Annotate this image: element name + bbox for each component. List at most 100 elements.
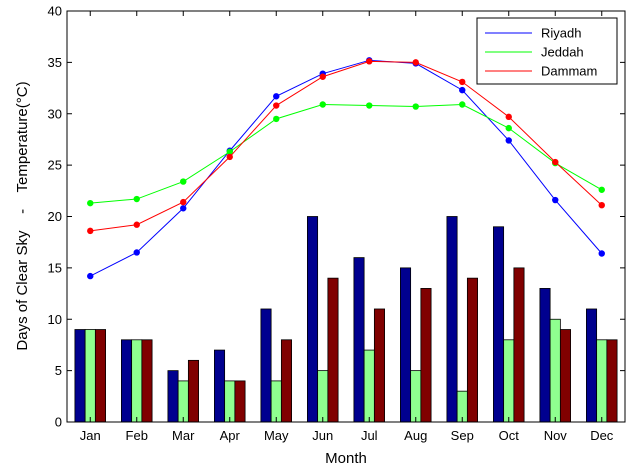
x-tick-label-apr: Apr	[220, 428, 241, 443]
point-jeddah-oct	[505, 124, 512, 132]
bar-s1-jan	[74, 329, 86, 423]
bar-s2-jul	[363, 349, 375, 423]
x-axis: Jan Feb Mar Apr May Jun Jul Aug Sep Oct Nov Dec	[80, 11, 614, 443]
bar-s2-jan	[84, 329, 96, 423]
bar-s1-feb	[121, 339, 133, 423]
point-riyadh-sep	[459, 86, 466, 94]
bar-s3-jul	[373, 308, 385, 423]
point-jeddah-aug	[412, 103, 419, 110]
bar-s3-feb	[141, 339, 153, 423]
point-jeddah-jul	[366, 102, 373, 109]
bar-s2-aug	[410, 370, 422, 423]
point-jeddah-jun	[319, 101, 326, 108]
legend: Riyadh Jeddah Dammam	[476, 17, 618, 85]
bar-s2-apr	[224, 380, 236, 423]
bar-s2-jun	[317, 370, 329, 423]
bar-s2-oct	[503, 339, 515, 423]
y-tick-label-15: 15	[48, 260, 62, 275]
point-dammam-mar	[180, 198, 187, 206]
bar-s3-sep	[466, 277, 478, 423]
bar-s3-dec	[606, 339, 618, 423]
x-tick-label-aug: Aug	[404, 428, 427, 443]
y-tick-label-40: 40	[48, 4, 62, 19]
bar-s3-may	[280, 339, 292, 423]
point-jeddah-jan	[87, 199, 94, 207]
bar-s1-sep	[446, 216, 458, 423]
point-jeddah-dec	[598, 186, 605, 193]
point-riyadh-jan	[87, 272, 94, 280]
bar-s1-apr	[214, 349, 226, 423]
x-tick-label-jul: Jul	[361, 428, 378, 443]
x-tick-label-mar: Mar	[172, 428, 195, 443]
x-tick-label-dec: Dec	[590, 428, 614, 443]
y-tick-label-10: 10	[48, 312, 62, 327]
bar-s2-mar	[177, 380, 189, 423]
bar-s3-apr	[234, 380, 246, 423]
y-tick-label-35: 35	[48, 55, 62, 70]
x-axis-title: Month	[325, 450, 367, 467]
legend-label-dammam: Dammam	[541, 64, 597, 79]
point-dammam-jun	[319, 73, 326, 80]
point-jeddah-may	[273, 115, 280, 123]
y-tick-label-0: 0	[55, 415, 62, 430]
bar-s3-jun	[327, 277, 339, 423]
line-jeddah	[90, 103, 602, 204]
point-dammam-feb	[133, 221, 140, 228]
point-dammam-jul	[366, 58, 373, 65]
point-riyadh-mar	[180, 205, 187, 212]
point-dammam-sep	[459, 78, 466, 86]
point-riyadh-feb	[133, 249, 140, 256]
bar-s2-may	[270, 380, 282, 423]
bar-s1-jul	[353, 257, 365, 423]
x-tick-label-jan: Jan	[80, 428, 101, 443]
point-dammam-nov	[552, 158, 559, 166]
x-tick-label-may: May	[264, 428, 289, 443]
x-tick-label-feb: Feb	[126, 428, 148, 443]
point-jeddah-sep	[459, 101, 466, 108]
point-dammam-may	[273, 102, 280, 109]
legend-label-riyadh: Riyadh	[541, 26, 581, 41]
point-riyadh-oct	[505, 137, 512, 144]
bar-s1-may	[260, 308, 272, 423]
point-dammam-aug	[412, 59, 419, 66]
line-layer	[87, 57, 605, 280]
x-tick-label-oct: Oct	[499, 428, 520, 443]
legend-label-jeddah: Jeddah	[541, 45, 584, 60]
y-tick-label-5: 5	[55, 363, 62, 378]
bar-s1-jun	[307, 216, 319, 423]
point-riyadh-nov	[552, 196, 559, 204]
point-dammam-oct	[505, 113, 512, 121]
bar-s2-dec	[596, 339, 608, 423]
bar-s2-nov	[549, 318, 561, 423]
bar-s2-feb	[131, 339, 143, 423]
y-tick-label-20: 20	[48, 209, 62, 224]
x-tick-label-jun: Jun	[312, 428, 333, 443]
bar-s3-jan	[94, 329, 106, 423]
bar-s3-oct	[513, 267, 525, 423]
x-tick-label-nov: Nov	[544, 428, 568, 443]
legend-box	[476, 17, 618, 85]
bar-s1-mar	[167, 370, 179, 423]
point-jeddah-feb	[133, 195, 140, 203]
line-riyadh	[90, 59, 603, 277]
y-axis-title: Days of Clear Sky - Temperature(°C)	[14, 81, 31, 350]
y-tick-label-25: 25	[48, 158, 62, 173]
bar-s3-nov	[559, 329, 571, 423]
bar-s3-aug	[420, 288, 432, 423]
point-riyadh-may	[273, 93, 280, 100]
line-dammam	[90, 60, 603, 232]
point-dammam-dec	[598, 201, 605, 209]
y-axis: 0 5 10 15 20 25 30 35 40	[48, 4, 625, 430]
y-tick-label-30: 30	[48, 106, 62, 121]
point-dammam-apr	[226, 153, 233, 161]
bar-s1-dec	[586, 308, 598, 423]
bar-s1-aug	[400, 267, 412, 423]
point-riyadh-dec	[598, 250, 605, 257]
point-jeddah-apr	[226, 148, 233, 155]
x-tick-label-sep: Sep	[451, 428, 474, 443]
bar-s1-nov	[539, 288, 551, 423]
bar-s1-oct	[493, 226, 505, 423]
bar-s3-mar	[187, 359, 199, 423]
point-jeddah-mar	[180, 178, 187, 185]
